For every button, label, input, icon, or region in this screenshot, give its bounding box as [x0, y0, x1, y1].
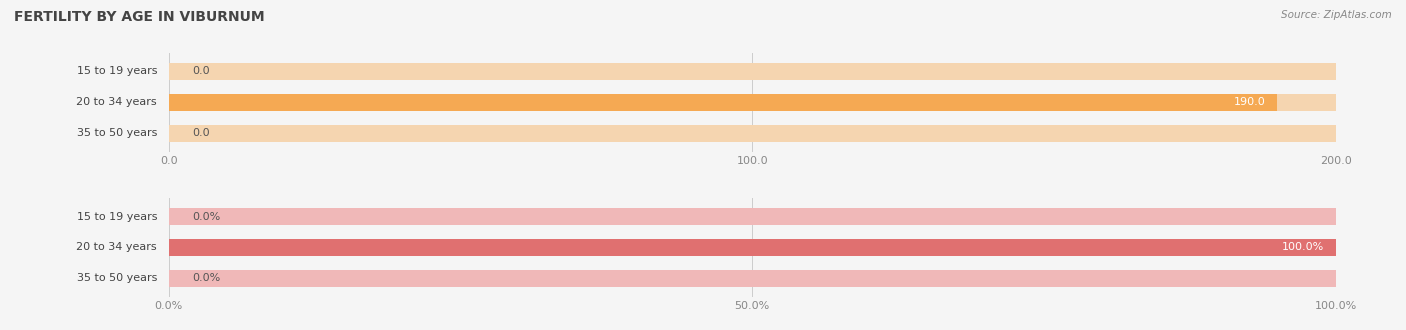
Bar: [169, 239, 1336, 256]
Text: 20 to 34 years: 20 to 34 years: [76, 97, 157, 107]
Text: 15 to 19 years: 15 to 19 years: [76, 212, 157, 221]
Text: 100.0%: 100.0%: [1282, 243, 1324, 252]
Text: 190.0: 190.0: [1234, 97, 1265, 107]
Text: Source: ZipAtlas.com: Source: ZipAtlas.com: [1281, 10, 1392, 20]
Text: FERTILITY BY AGE IN VIBURNUM: FERTILITY BY AGE IN VIBURNUM: [14, 10, 264, 24]
Text: 0.0: 0.0: [193, 66, 209, 76]
Text: 0.0%: 0.0%: [193, 212, 221, 221]
Text: 35 to 50 years: 35 to 50 years: [77, 128, 157, 138]
Text: 35 to 50 years: 35 to 50 years: [77, 274, 157, 283]
Text: 15 to 19 years: 15 to 19 years: [76, 66, 157, 76]
Bar: [169, 63, 1336, 80]
Text: 0.0%: 0.0%: [193, 274, 221, 283]
Bar: [169, 208, 1336, 225]
Bar: [169, 94, 1336, 111]
Text: 0.0: 0.0: [193, 128, 209, 138]
Bar: [169, 270, 1336, 287]
Text: 20 to 34 years: 20 to 34 years: [76, 243, 157, 252]
Bar: [169, 94, 1278, 111]
Bar: [169, 239, 1336, 256]
Bar: [169, 125, 1336, 142]
